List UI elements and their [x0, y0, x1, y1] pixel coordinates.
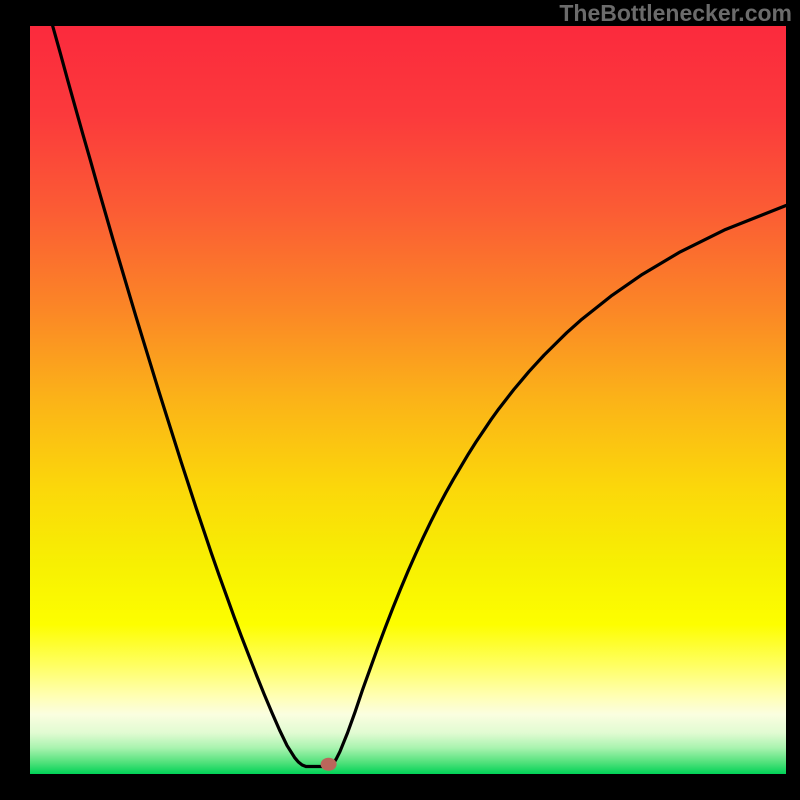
bottleneck-marker: [321, 758, 337, 771]
watermark-text: TheBottlenecker.com: [559, 0, 792, 27]
chart-plot-background: [30, 26, 786, 774]
bottleneck-chart: [0, 0, 800, 800]
chart-stage: TheBottlenecker.com: [0, 0, 800, 800]
